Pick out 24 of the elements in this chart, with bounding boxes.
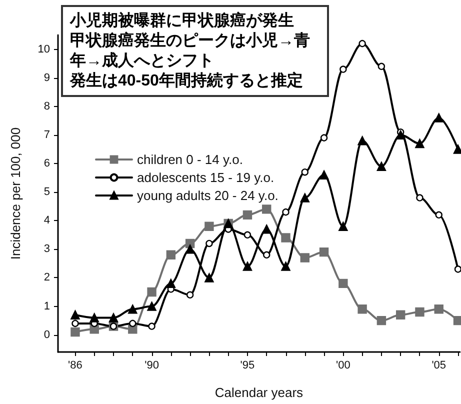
- text: 小児期被曝群に甲状腺癌が発生: [69, 12, 294, 30]
- annotation: 発生は40-50年間持続すると推定: [69, 72, 303, 90]
- y-tick-label: 0: [44, 328, 50, 341]
- y-tick-label: 1: [44, 300, 50, 312]
- x-tick-label: '95: [240, 360, 255, 372]
- y-tick-label: 6: [44, 158, 50, 170]
- x-tick-label: '86: [68, 360, 82, 372]
- legend-label: young adults 20 - 24 y.o.: [137, 188, 278, 203]
- x-tick-label: '05: [432, 360, 446, 372]
- annotation: 甲状腺癌発生のピークは小児→青年→成人へとシフト: [69, 32, 310, 70]
- y-tick-label: 9: [44, 72, 50, 84]
- y-tick-label: 5: [44, 186, 50, 198]
- x-tick-label: '90: [144, 360, 159, 372]
- y-axis-title: Incidence per 100, 000: [8, 127, 23, 260]
- y-tick-label: 2: [44, 272, 50, 284]
- y-tick-label: 10: [38, 43, 50, 56]
- y-tick-label: 3: [44, 243, 50, 256]
- y-tick-label: 7: [44, 128, 50, 141]
- legend-label: adolescents 15 - 19 y.o.: [137, 170, 274, 185]
- x-axis-title: Calendar years: [214, 385, 304, 400]
- y-tick-label: 8: [44, 100, 50, 112]
- legend-label: children 0 - 14 y.o.: [137, 152, 243, 167]
- y-tick-label: 4: [44, 214, 50, 227]
- x-tick-label: '00: [336, 360, 350, 372]
